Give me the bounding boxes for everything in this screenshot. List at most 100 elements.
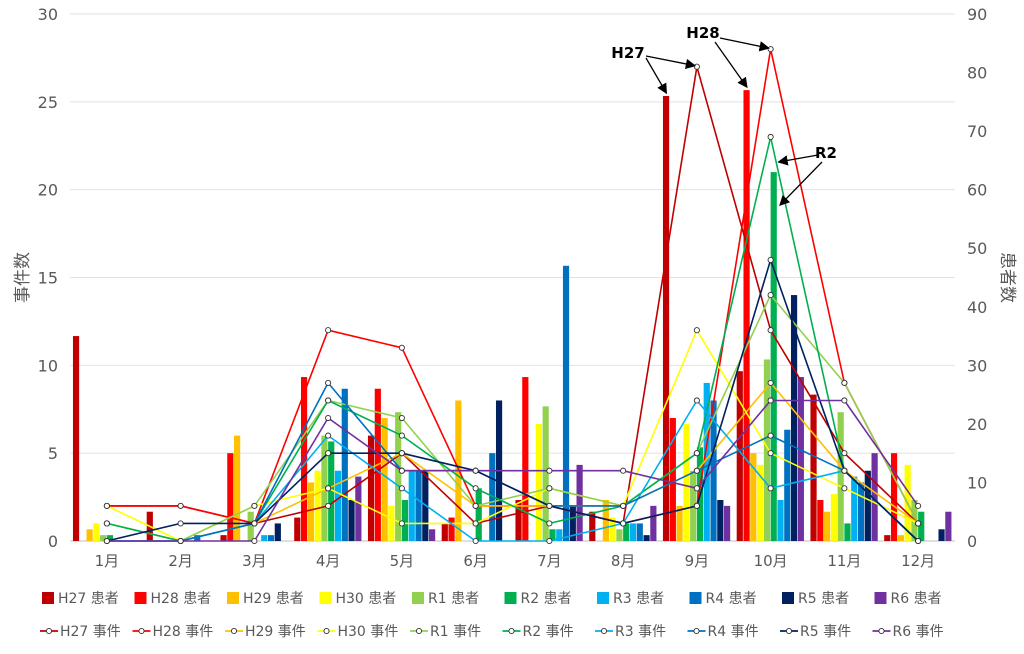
bar-H30 患者: [609, 517, 616, 541]
legend-marker: [45, 627, 53, 635]
bar-H27 患者: [810, 394, 817, 541]
legend-label: H29 事件: [245, 624, 306, 640]
point-R3 事件: [398, 485, 405, 492]
legend-marker: [600, 627, 608, 635]
point-R1 事件: [472, 502, 479, 509]
x-tick-label: 12月: [901, 552, 935, 570]
point-R6 事件: [103, 537, 110, 545]
bar-R3 患者: [703, 382, 710, 541]
point-H28 事件: [325, 327, 332, 334]
point-R6 事件: [398, 467, 405, 474]
bar-R4 患者: [415, 470, 422, 541]
legend-label: R5 患者: [798, 591, 849, 607]
legend-swatch: [504, 592, 517, 604]
annotations: H27 H28 R2: [611, 24, 837, 207]
bar-R6 患者: [429, 529, 436, 541]
bar-R4 患者: [267, 535, 275, 541]
bar-R2 患者: [475, 488, 482, 541]
point-R4 事件: [767, 432, 774, 439]
bar-H27 患者: [662, 95, 670, 541]
point-R6 事件: [767, 397, 774, 404]
bar-H27 患者: [515, 500, 522, 541]
bar-R1 患者: [837, 412, 844, 541]
bar-H29 患者: [824, 511, 831, 541]
bar-R2 患者: [549, 529, 556, 541]
point-H27 事件: [325, 502, 332, 509]
bar-H28 患者: [522, 377, 529, 541]
y-right-tick-label: 60: [967, 181, 987, 200]
bar-R6 患者: [576, 464, 583, 541]
bar-R6 患者: [871, 453, 878, 541]
legend-label: R4 事件: [708, 624, 759, 640]
bar-R5 患者: [938, 529, 945, 541]
line-R5 事件: [106, 259, 919, 542]
bar-H30 患者: [757, 464, 764, 541]
point-R2 事件: [398, 432, 405, 439]
legend-marker: [508, 627, 515, 635]
bar-R6 患者: [724, 505, 731, 541]
y-left-tick-label: 30: [38, 5, 58, 24]
point-R6 事件: [693, 485, 700, 492]
legend-swatch: [134, 592, 147, 604]
incident-lines: [103, 46, 922, 545]
bar-R6 患者: [797, 377, 804, 541]
point-R5 事件: [841, 467, 848, 474]
legend-swatch: [319, 592, 332, 604]
point-R6 事件: [472, 467, 479, 474]
point-R2 事件: [325, 397, 332, 404]
bar-R2 患者: [770, 172, 777, 541]
point-R1 事件: [915, 520, 922, 527]
legend-label: R3 事件: [615, 624, 666, 640]
legend-label: R2 事件: [523, 624, 574, 640]
point-H30 事件: [693, 327, 700, 334]
legend-marker: [785, 627, 793, 635]
y-left-axis-title: 事件数: [13, 252, 33, 303]
bar-H29 患者: [381, 418, 388, 541]
bar-R5 患者: [274, 523, 281, 541]
legend-label: R2 患者: [521, 591, 572, 607]
bar-H29 患者: [86, 529, 93, 541]
line-R6 事件: [106, 399, 919, 542]
bar-R3 患者: [629, 523, 637, 541]
bar-H29 患者: [897, 535, 904, 541]
bar-R2 患者: [106, 535, 114, 541]
point-R5 事件: [546, 502, 553, 509]
bar-H27 患者: [589, 511, 596, 541]
bar-H29 患者: [307, 482, 314, 541]
bar-R3 患者: [261, 535, 268, 541]
bar-R5 患者: [864, 470, 871, 541]
point-R1 事件: [251, 502, 258, 509]
point-H27 事件: [767, 327, 774, 334]
bar-H27 患者: [736, 371, 743, 541]
point-H29 事件: [767, 379, 774, 386]
point-R2 事件: [693, 450, 700, 457]
x-tick-label: 5月: [390, 552, 415, 570]
point-H30 事件: [103, 502, 110, 509]
point-R5 事件: [620, 520, 627, 527]
point-R3 事件: [767, 485, 774, 492]
bar-H28 患者: [817, 500, 824, 541]
bar-R1 患者: [763, 359, 771, 541]
legend-marker: [230, 627, 238, 635]
y-right-tick-label: 20: [967, 415, 987, 434]
bar-R5 患者: [569, 505, 576, 541]
legend-label: H28 事件: [153, 624, 214, 640]
axes: 0 5 10 15 20 25 30 0 10 20 30 40 50 60 70 80 90 1月 2月 3月 4月 5…: [13, 5, 1017, 570]
point-R6 事件: [325, 414, 332, 422]
x-tick-label: 2月: [168, 552, 193, 570]
annotation-label: R2: [815, 144, 837, 162]
annotation-arrow: [777, 154, 819, 166]
point-R6 事件: [177, 537, 184, 545]
point-R1 事件: [398, 414, 405, 422]
legend-label: R3 患者: [613, 591, 664, 607]
legend-label: R6 事件: [893, 624, 944, 640]
point-R2 事件: [472, 485, 479, 492]
legend-swatch: [227, 592, 239, 604]
annotation-arrow: [719, 37, 770, 52]
annotation-arrow: [645, 57, 667, 95]
bar-R1 患者: [542, 406, 549, 541]
bar-H29 患者: [234, 435, 241, 541]
legend-swatch: [597, 592, 609, 604]
bar-H27 患者: [72, 336, 80, 541]
point-H30 事件: [841, 485, 848, 492]
